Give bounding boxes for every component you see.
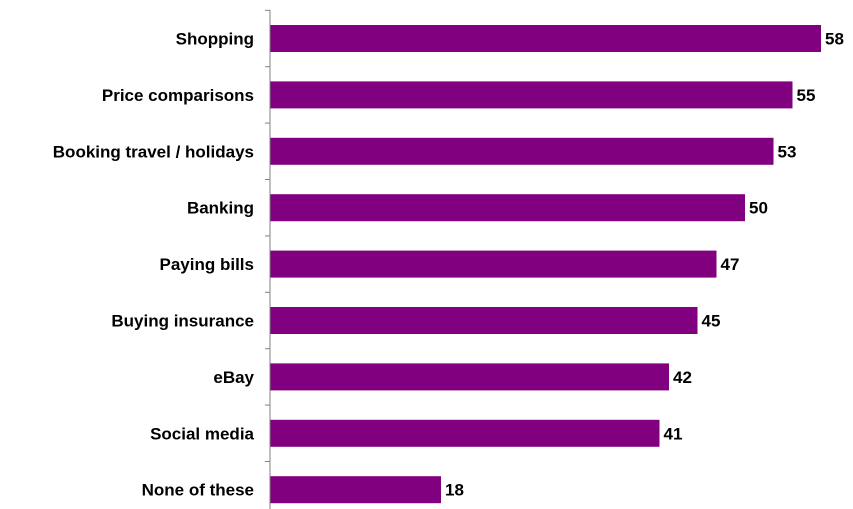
bar-5 <box>270 307 698 334</box>
value-label-1: 55 <box>797 86 816 105</box>
value-label-6: 42 <box>673 368 692 387</box>
value-labels: 58 55 53 50 47 45 42 41 18 <box>445 30 844 500</box>
category-label-2: Booking travel / holidays <box>53 142 254 161</box>
value-label-7: 41 <box>664 424 683 443</box>
bar-1 <box>270 81 793 109</box>
value-label-8: 18 <box>445 481 464 500</box>
bar-6 <box>270 363 669 391</box>
bar-3 <box>270 194 745 222</box>
category-label-3: Banking <box>187 199 254 218</box>
value-label-5: 45 <box>702 312 721 331</box>
bar-8 <box>270 476 441 504</box>
bar-0 <box>270 25 821 52</box>
value-label-4: 47 <box>721 255 740 274</box>
value-label-2: 53 <box>778 142 797 161</box>
category-label-7: Social media <box>150 424 254 443</box>
bar-7 <box>270 419 660 447</box>
bar-2 <box>270 137 774 165</box>
value-label-0: 58 <box>825 30 844 49</box>
category-label-8: None of these <box>142 481 254 500</box>
bars-layer <box>270 25 821 504</box>
value-label-3: 50 <box>749 199 768 218</box>
bar-4 <box>270 250 717 278</box>
category-label-4: Paying bills <box>160 255 254 274</box>
category-labels: Shopping Price comparisons Booking travel … <box>53 30 255 500</box>
category-label-0: Shopping <box>176 30 254 49</box>
category-label-6: eBay <box>213 368 254 387</box>
y-axis <box>265 9 271 509</box>
category-label-1: Price comparisons <box>102 86 254 105</box>
category-label-5: Buying insurance <box>111 312 254 331</box>
